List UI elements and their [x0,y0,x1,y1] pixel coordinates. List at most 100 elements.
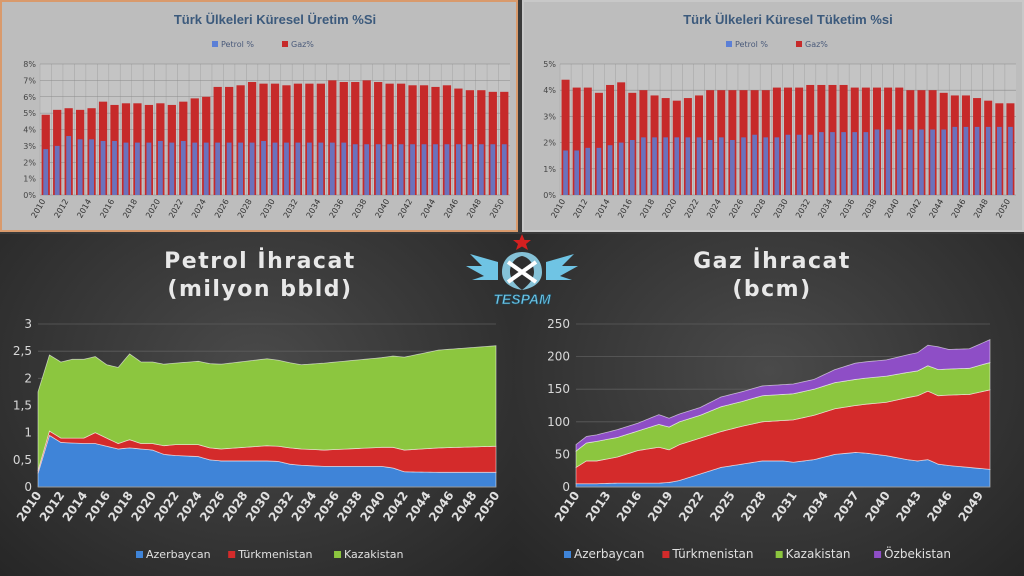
oil-export-chart-panel: Petrol İhracat (milyon bbld) 0 0,5 1 1,5 2 2,5 3… [0,234,514,576]
bar-gaz [396,83,406,195]
bar-petrol [249,142,255,195]
bar-petrol [203,142,209,195]
bar-petrol [796,134,802,195]
bar-gaz [339,82,348,195]
bar-gaz [419,85,429,195]
gas-export-chart-panel: Gaz İhracat (bcm) 0 50 100 150 200 250 2010 2013 2… [514,234,1024,576]
x-tick-label: 2020 [661,198,679,220]
bar-gaz [259,83,268,195]
bar-petrol [444,144,450,195]
bar-petrol [885,129,891,195]
x-tick-label: 2050 [488,198,506,220]
bar-petrol [306,142,312,195]
y-tick-label: 4% [23,126,36,135]
bar-gaz [442,85,452,195]
legend-entry: Petrol % [735,40,768,49]
bar-petrol [607,145,613,195]
x-tick-label: 2025 [707,489,738,524]
tespam-logo: TESPAM [466,234,578,307]
y-tick-label: 0% [543,191,556,200]
legend-swatch [775,551,783,558]
bar-petrol [456,144,461,195]
x-tick-label: 2024 [190,198,208,220]
x-tick-label: 2048 [465,198,483,220]
bar-petrol [398,144,404,195]
y-tick-label: 100 [547,415,570,429]
legend-entry: Azerbaycan [574,547,644,561]
bar-petrol [410,144,415,195]
bar-gaz [351,82,360,195]
bar-petrol [157,140,163,195]
bar-petrol [364,144,370,195]
x-tick-label: 2030 [772,198,790,220]
legend-entry: Türkmenistan [671,547,753,561]
y-tick-label: 0% [23,191,36,200]
bar-gaz [213,86,222,195]
x-tick-label: 2042 [396,198,414,220]
legend-swatch [334,551,342,558]
x-tick-label: 2046 [442,198,460,220]
x-tick-label: 2043 [893,489,924,524]
bar-gaz [225,86,234,195]
bar-petrol [841,132,846,195]
bar-gaz [617,82,626,195]
bar-petrol [908,129,913,195]
y-tick-label: 6% [23,93,36,102]
x-tick-label: 2024 [705,198,723,220]
oil-export-chart: Petrol İhracat (milyon bbld) 0 0,5 1 1,5 2 2,5 3… [13,248,503,561]
bar-petrol [874,129,880,195]
legend-swatch [662,551,670,558]
x-tick-label: 2020 [144,198,162,220]
bar-petrol [596,147,602,195]
bar-petrol [585,147,591,195]
bar-petrol [674,137,680,195]
bar-petrol [43,149,49,195]
bar-petrol [985,126,991,195]
x-tick-label: 2040 [862,489,893,524]
area-özbekistan [575,339,991,452]
x-tick-label: 2012 [572,198,590,220]
y-tick-label: 2,5 [13,344,32,358]
chart-title: Gaz İhracat [693,248,851,274]
x-tick-label: 2032 [794,198,812,220]
bar-petrol [77,139,83,195]
bar-petrol [996,126,1002,195]
bar-petrol [707,139,713,195]
y-tick-label: 2% [23,158,36,167]
chart-subtitle: (bcm) [732,277,811,302]
x-tick-label: 2046 [950,198,968,220]
bar-gaz [594,92,603,195]
y-tick-label: 5% [23,109,36,118]
bar-gaz [454,88,463,195]
bar-gaz [431,86,440,195]
bar-petrol [1008,126,1013,195]
bar-gaz [561,79,570,195]
bar-petrol [629,139,635,195]
legend-entry: Azerbaycan [146,548,211,561]
x-tick-label: 2026 [213,198,231,220]
x-tick-label: 2016 [616,198,634,220]
legend-entry: Gaz% [291,40,314,49]
legend-swatch [136,551,143,558]
y-tick-label: 3% [543,112,556,121]
x-tick-label: 2031 [769,489,800,524]
chart-subtitle: (milyon bbld) [167,277,352,302]
bar-petrol [896,129,902,195]
logo-star-icon [513,234,531,250]
bar-petrol [730,139,735,195]
legend-entry: Gaz% [805,40,828,49]
x-tick-label: 2014 [594,198,612,220]
bar-petrol [641,137,646,195]
production-share-chart-panel: Türk Ülkeleri Küresel Üretim %Si 0% 1% 2% 3%… [0,0,518,232]
x-tick-label: 2016 [614,489,645,524]
x-tick-label: 2040 [883,198,901,220]
x-tick-label: 2028 [738,489,769,524]
y-tick-label: 4% [543,86,556,95]
x-tick-label: 2049 [955,489,986,524]
x-tick-label: 2012 [52,198,70,220]
x-tick-label: 2010 [552,489,583,524]
legend-swatch [796,41,802,47]
x-tick-label: 2013 [583,489,614,524]
bar-petrol [563,150,568,195]
y-tick-label: 0,5 [13,453,32,467]
